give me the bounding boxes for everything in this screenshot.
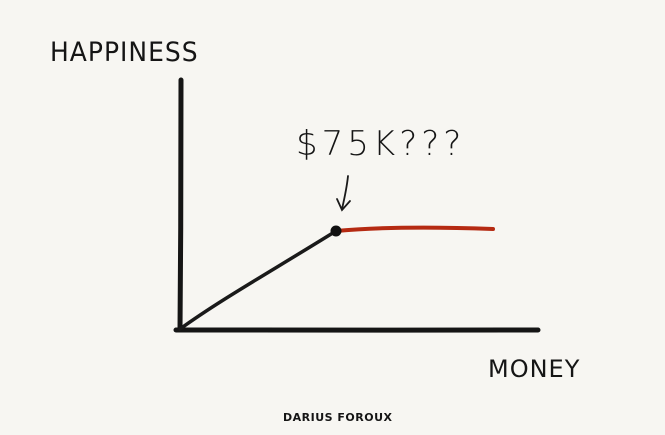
y-axis-label: HAPPINESS <box>50 37 199 68</box>
x-axis-label: MONEY <box>488 355 581 383</box>
salary-threshold-annotation: $75K??? <box>296 124 466 164</box>
down-arrow-icon <box>336 175 351 212</box>
y-axis-line <box>177 77 184 333</box>
author-signature: DARIUS FOROUX <box>283 411 393 424</box>
plateau-line <box>334 225 495 233</box>
rising-happiness-curve <box>178 229 338 331</box>
turning-point-dot <box>330 225 342 237</box>
